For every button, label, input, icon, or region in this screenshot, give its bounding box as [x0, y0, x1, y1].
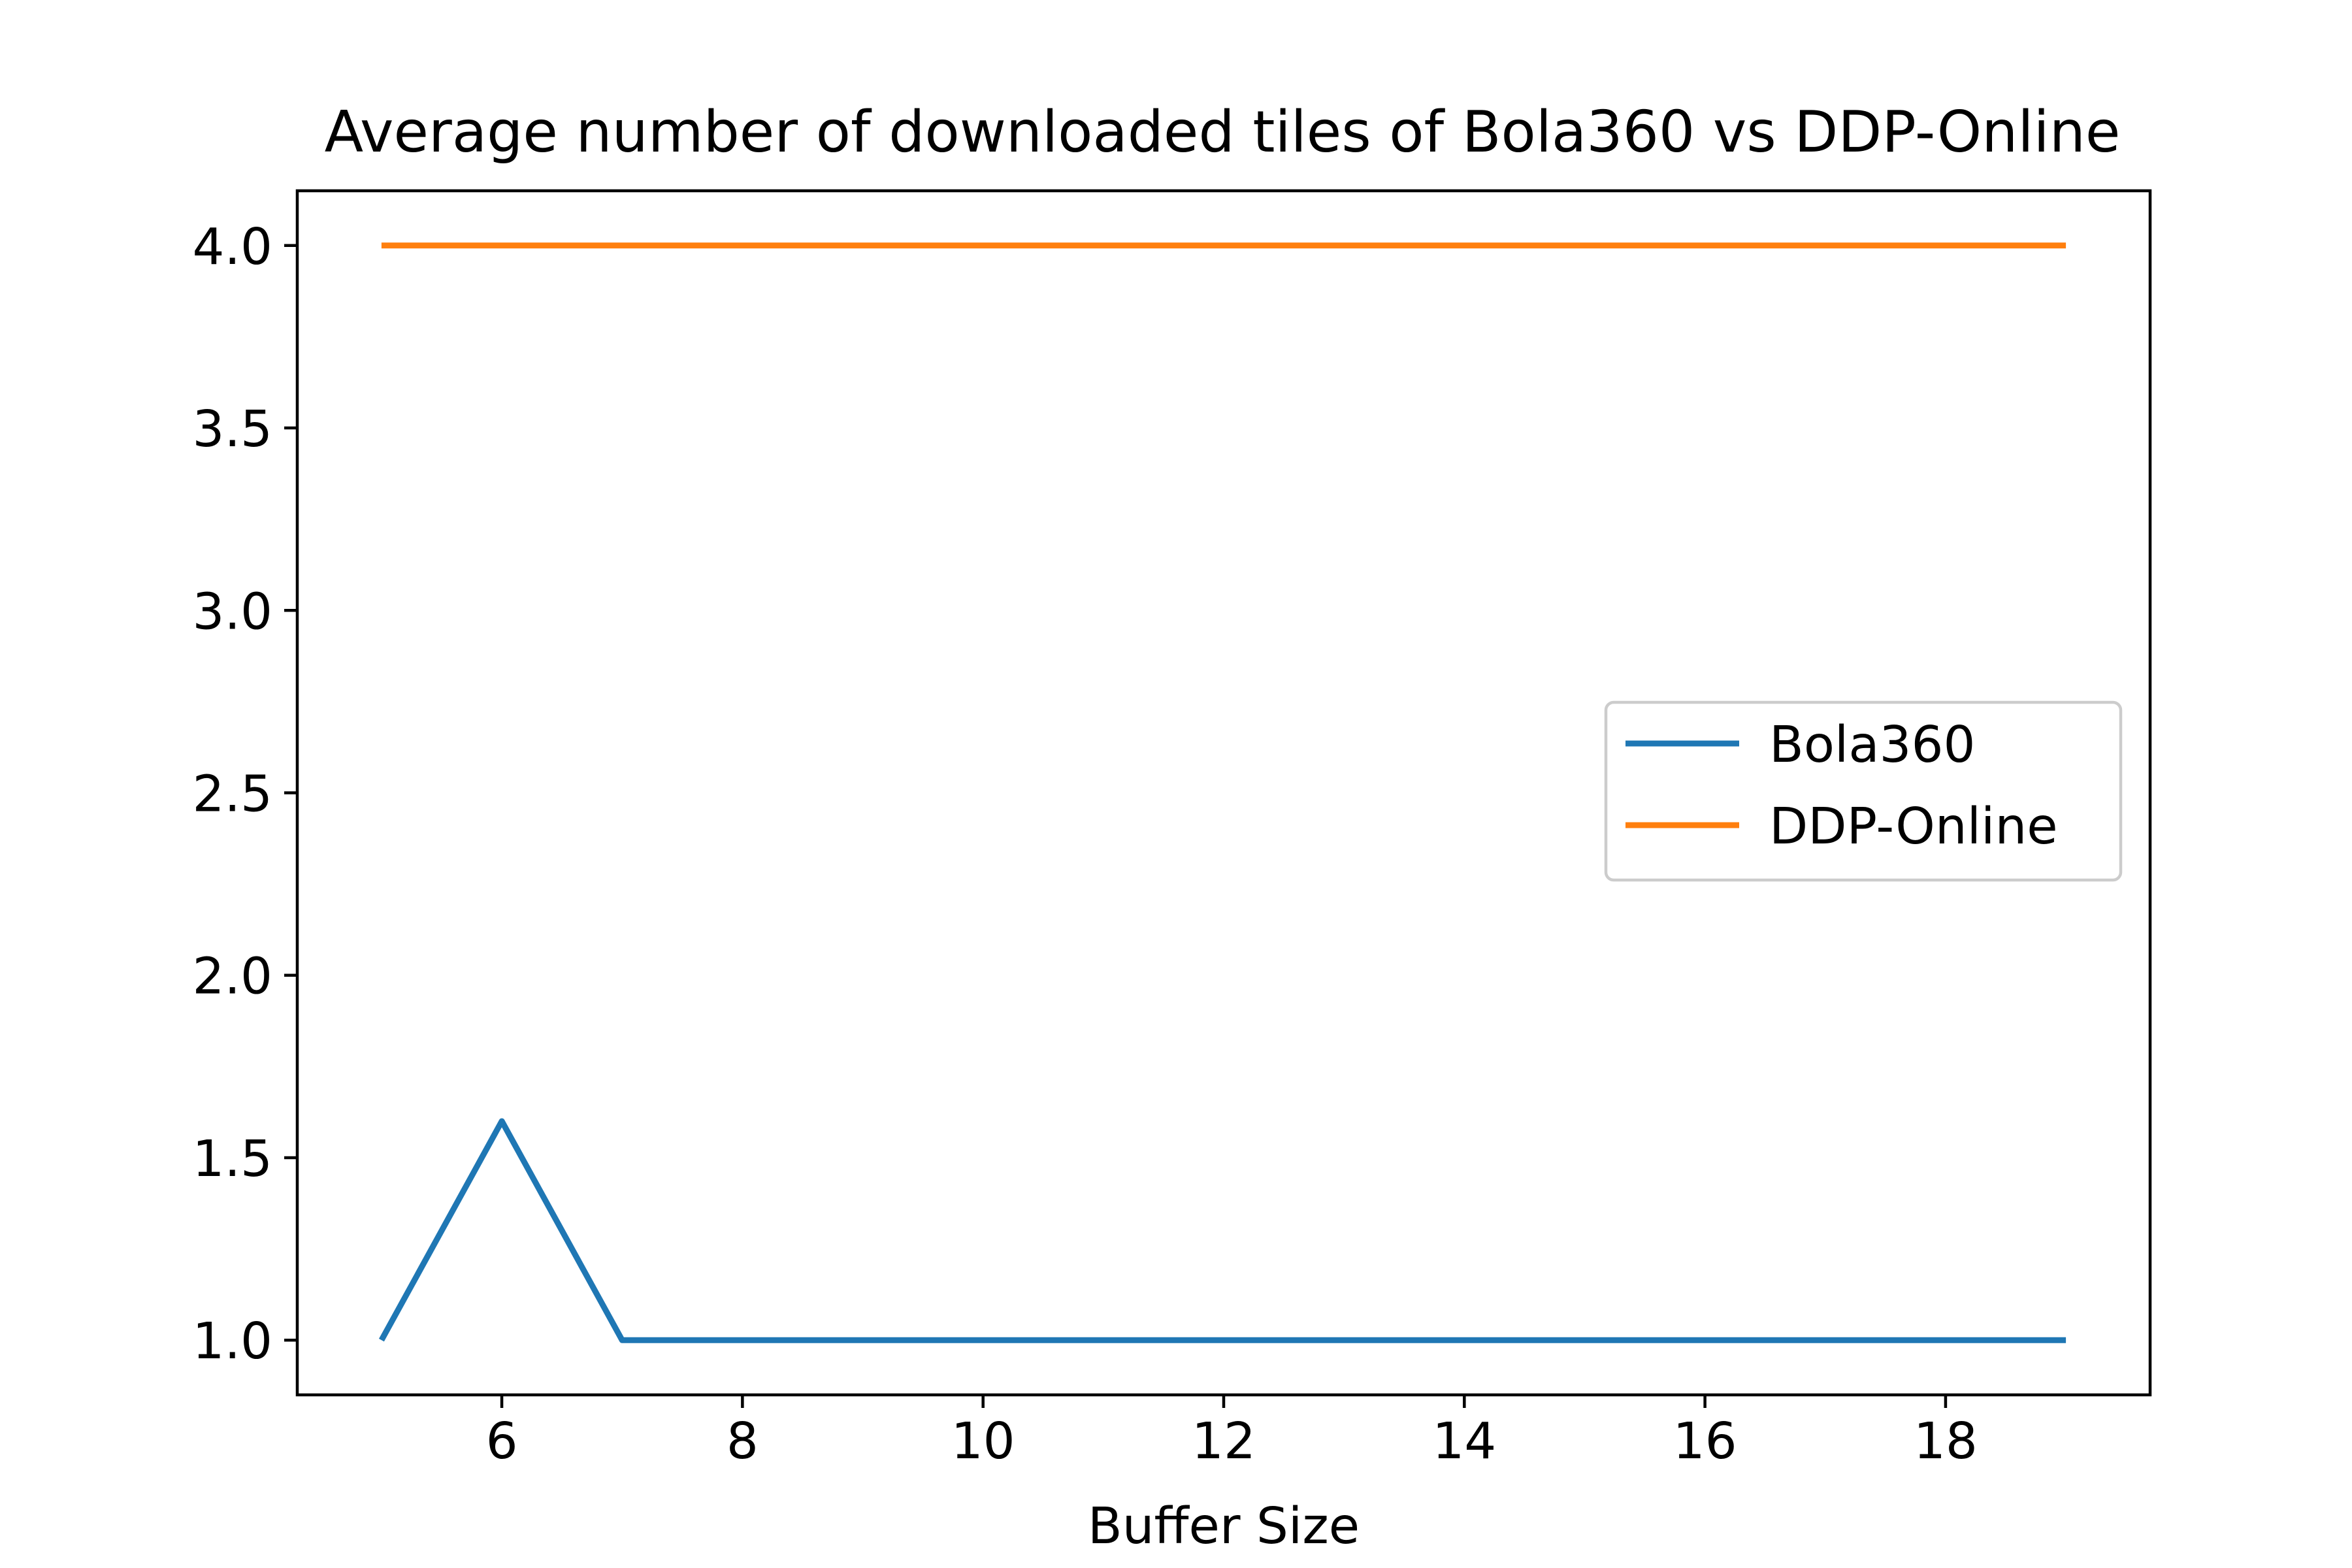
y-tick-label: 3.0 [193, 583, 272, 641]
x-tick-label: 10 [951, 1413, 1015, 1471]
x-axis-label: Buffer Size [1088, 1497, 1360, 1556]
legend-label: Bola360 [1769, 716, 1975, 774]
y-tick-label: 3.5 [193, 400, 272, 459]
legend-box [1604, 700, 2123, 882]
chart-title: Average number of downloaded tiles of Bo… [325, 99, 2121, 165]
y-tick-label: 2.5 [193, 766, 272, 824]
y-axis-ticks: 1.0 1.5 2.0 2.5 3.0 3.5 4.0 [193, 218, 297, 1371]
x-tick-label: 18 [1914, 1413, 1978, 1471]
y-tick-label: 2.0 [193, 948, 272, 1006]
legend: Bola360 DDP-Online [1604, 700, 2123, 882]
y-tick-label: 1.5 [193, 1130, 272, 1188]
x-axis-ticks: 6 8 10 12 14 16 18 [486, 1395, 1978, 1471]
plot-area: 6 8 10 12 14 16 18 1.0 1.5 2.0 2.5 3.0 3.5 4.0 [193, 189, 2152, 1471]
x-tick-label: 16 [1673, 1413, 1737, 1471]
x-tick-label: 12 [1192, 1413, 1256, 1471]
legend-items: Bola360 DDP-Online [1625, 716, 2058, 856]
x-tick-label: 6 [486, 1413, 518, 1471]
series-line-bola360 [378, 1118, 2066, 1343]
x-tick-label: 14 [1432, 1413, 1496, 1471]
y-tick-label: 1.0 [193, 1313, 272, 1371]
legend-label: DDP-Online [1769, 798, 2058, 856]
y-tick-label: 4.0 [193, 218, 272, 276]
series-layer [378, 242, 2066, 1343]
x-tick-label: 8 [727, 1413, 759, 1471]
